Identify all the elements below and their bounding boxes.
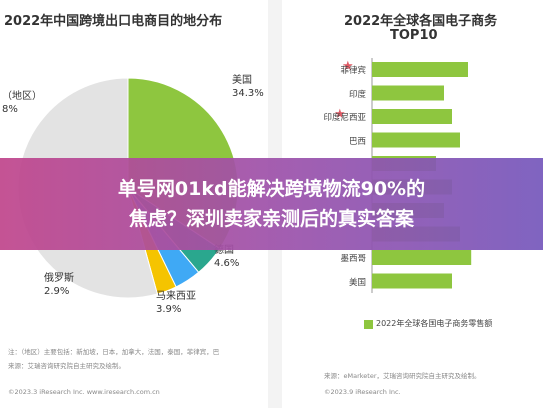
slice-value: 4.6% [214,258,240,269]
headline-line-2: 焦虑？深圳卖家亲测后的真实答案 [128,208,414,230]
slice-label-usa: 美国 34.3% [232,74,264,100]
bar-8 [372,250,472,265]
slice-name: 德国 [214,245,234,256]
slice-label-russia: 俄罗斯 2.9% [44,272,74,298]
star-icon: ★ [342,59,354,74]
bar-category-label-0: 菲律宾 [340,66,366,76]
slice-name: （地区） [2,91,42,102]
bar-1 [372,85,444,101]
bar-footer-source: 来源：eMarketer，艾瑞咨询研究院自主研究及绘制。 [324,372,481,380]
headline-banner: 单号网01kd能解决跨境物流90%的 焦虑？深圳卖家亲测后的真实答案 [0,158,543,250]
bar-legend-swatch [364,320,373,329]
bar-chart-subtitle: TOP10 [390,28,438,43]
bar-category-label-9: 美国 [348,277,366,288]
bar-category-label-2: 印度尼西亚 [323,113,366,123]
bar-9 [372,273,452,289]
slice-value: 8% [2,104,18,115]
slice-name: 俄罗斯 [44,273,74,284]
headline-line-1: 单号网01kd能解决跨境物流90%的 [117,178,426,200]
slice-name: 美国 [232,75,252,86]
pie-footer-source: 来源：艾瑞咨询研究院自主研究及绘制。 [8,362,125,370]
pie-chart-title: 2022年中国跨境出口电商目的地分布 [4,14,223,29]
bar-category-label-1: 印度 [348,89,366,100]
pie-footer-copyright: ©2023.3 iResearch Inc. www.iresearch.com… [8,388,160,396]
bar-footer-copyright: ©2023.9 iResearch Inc. [324,388,401,396]
slice-name: 马来西亚 [156,291,196,302]
bar-2 [372,109,452,124]
bar-category-label-8: 墨西哥 [340,254,366,264]
star-icon: ★ [334,107,346,122]
bar-chart-title: 2022年全球各国电子商务 [344,14,498,29]
slice-value: 3.9% [156,304,182,315]
pie-footer-note: 注：（地区）主要包括：新加坡，日本，加拿大，法国，泰国，菲律宾，巴 [8,348,220,356]
slice-value: 34.3% [232,88,264,99]
slice-label-germany: 德国 4.6% [214,244,239,270]
slice-value: 2.9% [44,286,70,297]
slice-label-malaysia: 马来西亚 3.9% [156,290,196,316]
bar-3 [372,132,460,148]
slice-label-region: （地区） 8% [2,90,42,116]
bar-legend-label: 2022年全球各国电子商务零售额 [376,319,493,328]
bar-category-label-3: 巴西 [348,136,366,147]
bar-0 [372,62,468,77]
